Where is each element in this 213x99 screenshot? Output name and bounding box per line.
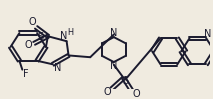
Text: N: N <box>110 28 118 38</box>
Text: O: O <box>103 87 111 97</box>
Text: N: N <box>204 29 212 39</box>
Text: N: N <box>54 63 61 73</box>
Text: F: F <box>23 69 29 79</box>
Text: N: N <box>60 31 67 41</box>
Text: O: O <box>28 17 36 27</box>
Text: O: O <box>24 40 32 50</box>
Text: N: N <box>110 61 118 71</box>
Text: S: S <box>37 32 43 42</box>
Text: S: S <box>122 76 129 86</box>
Text: H: H <box>68 28 74 37</box>
Text: O: O <box>133 89 140 99</box>
